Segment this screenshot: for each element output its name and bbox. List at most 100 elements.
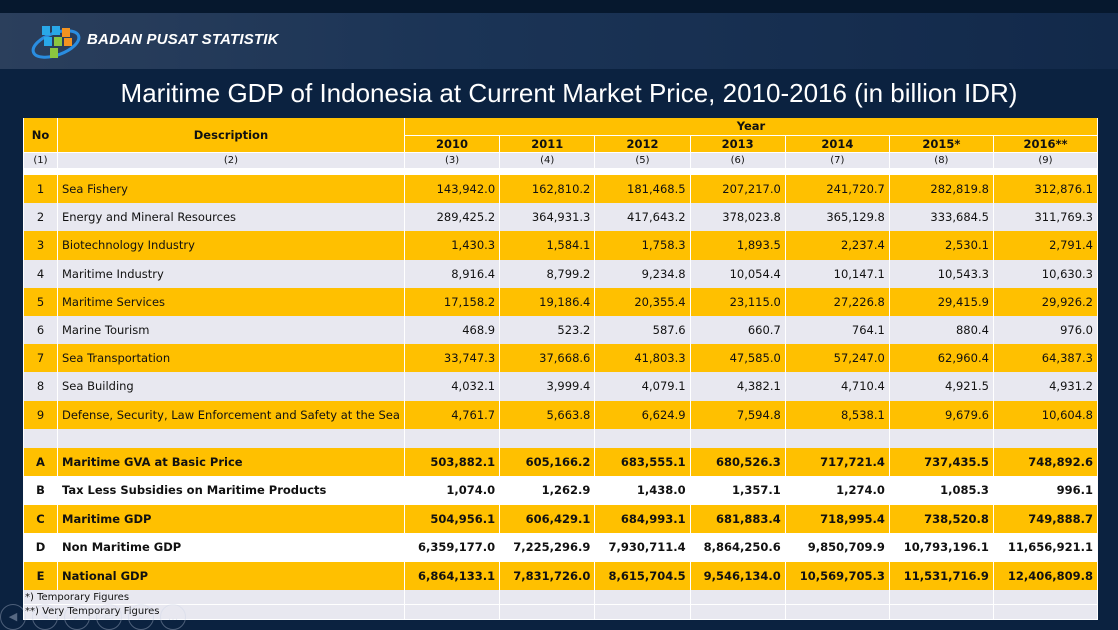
row-value: 365,129.8: [784, 203, 890, 232]
row-value: 7,831,726.0: [499, 561, 596, 591]
row-value: 62,960.4: [888, 344, 994, 373]
row-value: 2,530.1: [888, 231, 994, 260]
row-no: 3: [23, 231, 58, 260]
row-value: 6,359,177.0: [403, 533, 501, 562]
row-value: 11,656,921.1: [992, 533, 1099, 562]
row-no: B: [23, 476, 58, 505]
row-value: 17,158.2: [403, 287, 501, 316]
row-value: 9,679.6: [888, 400, 994, 429]
zoom-icon[interactable]: ⌕: [128, 604, 154, 630]
table-row: 1 Sea Fishery 143,942.0 162,810.2 181,468.5 2…: [23, 175, 1099, 204]
row-value: 4,382.1: [689, 372, 786, 401]
row-value: 19,186.4: [499, 287, 596, 316]
row-value: 683,555.1: [594, 447, 691, 477]
row-description: National GDP: [57, 561, 405, 591]
row-description: Biotechnology Industry: [57, 231, 405, 260]
row-value: 11,531,716.9: [888, 561, 994, 591]
row-value: 1,430.3: [403, 231, 501, 260]
page-title: Maritime GDP of Indonesia at Current Mar…: [120, 78, 1018, 108]
row-description: Tax Less Subsidies on Maritime Products: [57, 476, 405, 505]
row-value: 5,663.8: [499, 400, 596, 429]
table-row: 9 Defense, Security, Law Enforcement and …: [23, 400, 1099, 429]
row-value: 684,993.1: [594, 504, 691, 534]
slides-icon[interactable]: ▭: [96, 604, 122, 630]
row-value: 8,916.4: [403, 259, 501, 288]
pen-icon[interactable]: ✎: [32, 604, 58, 630]
header-banner: [0, 13, 1118, 69]
row-value: 10,569,705.3: [784, 561, 890, 591]
row-value: 312,876.1: [992, 175, 1099, 204]
row-value: 57,247.0: [784, 344, 890, 373]
table-row: 5 Maritime Services 17,158.2 19,186.4 20,355…: [23, 287, 1099, 316]
row-value: 29,415.9: [888, 287, 994, 316]
row-value: 996.1: [992, 476, 1099, 505]
row-value: 417,643.2: [594, 203, 691, 232]
row-value: 587.6: [594, 315, 691, 345]
row-value: 764.1: [784, 315, 890, 345]
maritime-gdp-table: No Description Year 2010 2011 2012 2013 2014…: [23, 118, 1099, 620]
row-value: 241,720.7: [784, 175, 890, 204]
row-value: 4,710.4: [784, 372, 890, 401]
row-value: 33,747.3: [403, 344, 501, 373]
row-value: 162,810.2: [499, 175, 596, 204]
table-row: 3 Biotechnology Industry 1,430.3 1,584.1 1,7…: [23, 231, 1099, 260]
row-description: Maritime Services: [57, 287, 405, 316]
row-value: 2,791.4: [992, 231, 1099, 260]
row-value: 8,864,250.6: [689, 533, 786, 562]
row-value: 6,624.9: [594, 400, 691, 429]
top-strip: [0, 0, 1118, 13]
row-no: C: [23, 504, 58, 534]
header-year: Year: [403, 118, 1099, 136]
row-value: 1,262.9: [499, 476, 596, 505]
row-value: 27,226.8: [784, 287, 890, 316]
row-value: 10,543.3: [888, 259, 994, 288]
header-description: Description: [57, 118, 405, 153]
table-row: D Non Maritime GDP 6,359,177.0 7,225,296.9 7…: [23, 533, 1099, 562]
row-value: 364,931.3: [499, 203, 596, 232]
row-no: D: [23, 533, 58, 562]
row-value: 1,438.0: [594, 476, 691, 505]
row-value: 8,799.2: [499, 259, 596, 288]
previous-slide-icon[interactable]: ◀: [0, 604, 26, 630]
row-value: 333,684.5: [888, 203, 994, 232]
table-row: 2 Energy and Mineral Resources 289,425.2 36…: [23, 203, 1099, 232]
row-value: 468.9: [403, 315, 501, 345]
table-row: E National GDP 6,864,133.1 7,831,726.0 8,615…: [23, 561, 1099, 591]
row-value: 282,819.8: [888, 175, 994, 204]
org-name: BADAN PUSAT STATISTIK: [87, 31, 279, 48]
row-value: 47,585.0: [689, 344, 786, 373]
row-no: 5: [23, 287, 58, 316]
row-value: 378,023.8: [689, 203, 786, 232]
row-value: 64,387.3: [992, 344, 1099, 373]
row-value: 181,468.5: [594, 175, 691, 204]
row-value: 29,926.2: [992, 287, 1099, 316]
row-description: Sea Fishery: [57, 175, 405, 204]
table-row: B Tax Less Subsidies on Maritime Products…: [23, 476, 1099, 505]
row-value: 23,115.0: [689, 287, 786, 316]
header-year-1: 2011: [499, 135, 596, 153]
row-description: Sea Building: [57, 372, 405, 401]
column-number: (5): [594, 152, 691, 168]
row-value: 681,883.4: [689, 504, 786, 534]
header-year-2: 2012: [594, 135, 691, 153]
row-value: 738,520.8: [888, 504, 994, 534]
table-row: 7 Sea Transportation 33,747.3 37,668.6 41,80…: [23, 344, 1099, 373]
row-value: 1,085.3: [888, 476, 994, 505]
row-value: 3,999.4: [499, 372, 596, 401]
row-no: 2: [23, 203, 58, 232]
row-no: 6: [23, 315, 58, 345]
row-value: 660.7: [689, 315, 786, 345]
row-value: 4,761.7: [403, 400, 501, 429]
row-no: E: [23, 561, 58, 591]
row-value: 4,079.1: [594, 372, 691, 401]
pointer-icon[interactable]: ➚: [64, 604, 90, 630]
row-value: 20,355.4: [594, 287, 691, 316]
more-icon[interactable]: …: [160, 604, 186, 630]
column-number: (8): [888, 152, 994, 168]
header-year-3: 2013: [689, 135, 786, 153]
row-no: A: [23, 447, 58, 477]
row-value: 37,668.6: [499, 344, 596, 373]
row-value: 10,604.8: [992, 400, 1099, 429]
table-row: 6 Marine Tourism 468.9 523.2 587.6 660.7 764.1…: [23, 315, 1099, 345]
row-value: 207,217.0: [689, 175, 786, 204]
